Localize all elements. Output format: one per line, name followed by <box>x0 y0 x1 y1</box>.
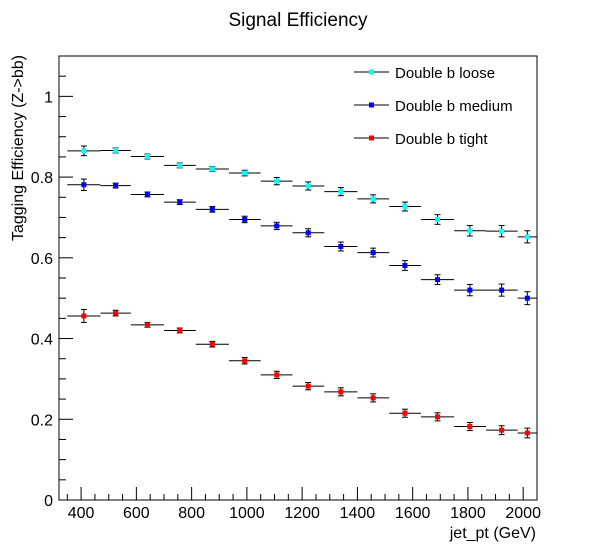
data-point <box>242 358 248 364</box>
data-point <box>274 178 280 184</box>
data-point <box>81 182 87 188</box>
legend-marker <box>369 135 374 141</box>
data-point <box>305 183 311 189</box>
data-point <box>177 327 183 333</box>
data-point <box>144 191 150 197</box>
x-tick-label: 2000 <box>505 505 541 522</box>
data-point <box>113 183 119 189</box>
data-point <box>370 250 376 256</box>
chart-title: Signal Efficiency <box>228 10 368 31</box>
data-point <box>499 228 505 234</box>
data-point <box>242 216 248 222</box>
y-tick-label: 0.6 <box>31 251 53 268</box>
series-layer <box>67 145 537 439</box>
legend-marker <box>369 69 374 75</box>
data-point <box>402 204 408 210</box>
series-double-b-loose <box>67 145 537 244</box>
legend-label: Double b medium <box>395 98 513 115</box>
data-point <box>209 341 215 347</box>
x-axis-label: jet_pt (GeV) <box>449 525 536 542</box>
x-tick-label: 1800 <box>450 505 486 522</box>
data-point <box>81 313 87 319</box>
data-point <box>524 234 530 240</box>
data-point <box>209 206 215 212</box>
data-point <box>177 199 183 205</box>
x-tick-label: 1600 <box>395 505 431 522</box>
data-point <box>402 410 408 416</box>
data-point <box>274 223 280 229</box>
data-point <box>209 166 215 172</box>
x-tick-label: 800 <box>178 505 205 522</box>
data-point <box>524 295 530 301</box>
y-tick-label: 0.8 <box>31 170 53 187</box>
data-point <box>435 414 441 420</box>
y-tick-label: 1 <box>44 89 53 106</box>
data-point <box>113 310 119 316</box>
y-tick-label: 0.2 <box>31 412 53 429</box>
data-point <box>338 189 344 195</box>
legend-entry: Double b loose <box>354 65 495 82</box>
data-point <box>370 196 376 202</box>
data-point <box>274 372 280 378</box>
x-tick-label: 600 <box>123 505 150 522</box>
data-point <box>177 162 183 168</box>
data-point <box>81 148 87 154</box>
data-point <box>144 322 150 328</box>
data-point <box>370 395 376 401</box>
data-point <box>402 262 408 268</box>
legend-label: Double b tight <box>395 131 488 148</box>
x-tick-label: 1200 <box>284 505 320 522</box>
y-tick-label: 0.4 <box>31 332 53 349</box>
legend-marker <box>369 102 374 108</box>
data-point <box>338 244 344 250</box>
data-point <box>499 427 505 433</box>
data-point <box>435 277 441 283</box>
data-point <box>467 228 473 234</box>
data-point <box>305 383 311 389</box>
data-point <box>242 170 248 176</box>
legend-entry: Double b medium <box>354 98 513 115</box>
x-tick-label: 1400 <box>340 505 376 522</box>
series-double-b-medium <box>67 178 537 306</box>
y-axis-label: Tagging Efficiency (Z->bb) <box>10 55 27 241</box>
axis-ticks: 400 600 800 1000 1200 1400 1600 1800 2000 0 0.2 0.4… <box>31 55 541 522</box>
data-point <box>144 154 150 160</box>
y-tick-label: 0 <box>44 493 53 510</box>
series-double-b-tight <box>67 308 537 439</box>
legend: Double b loose Double b medium Double b ti… <box>354 65 513 148</box>
x-tick-label: 400 <box>68 505 95 522</box>
data-point <box>113 147 119 153</box>
data-point <box>305 230 311 236</box>
data-point <box>499 287 505 293</box>
data-point <box>524 430 530 436</box>
legend-entry: Double b tight <box>354 131 488 148</box>
legend-label: Double b loose <box>395 65 495 82</box>
x-tick-label: 1000 <box>229 505 265 522</box>
data-point <box>435 216 441 222</box>
data-point <box>467 424 473 430</box>
data-point <box>338 389 344 395</box>
data-point <box>467 287 473 293</box>
